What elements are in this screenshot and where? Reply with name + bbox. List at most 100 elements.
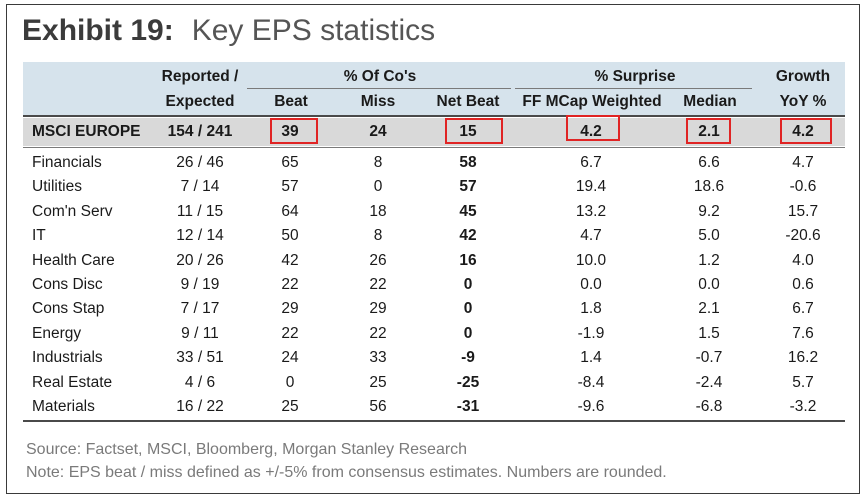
cell-reported: 12 / 14: [176, 227, 224, 245]
cell-name: Com'n Serv: [32, 202, 113, 220]
cell-growth: -0.6: [789, 178, 817, 196]
exhibit-number: Exhibit 19:: [22, 14, 174, 47]
cell-miss: 26: [369, 251, 387, 269]
cell-name: Energy: [32, 324, 82, 342]
cell-name: Cons Disc: [32, 276, 103, 293]
cell-growth: 6.7: [792, 300, 814, 318]
cell-ff-mcap: 1.8: [580, 300, 602, 318]
cell-beat: 22: [281, 324, 299, 342]
cell-miss: 18: [369, 202, 387, 220]
cell-ff-mcap: -9.6: [577, 398, 605, 415]
cell-growth: 15.7: [787, 202, 819, 220]
cell-reported: 4 / 6: [184, 373, 216, 391]
exhibit-heading: Key EPS statistics: [191, 14, 436, 47]
cell-beat: 29: [281, 300, 299, 318]
cell-beat: 42: [281, 251, 299, 269]
cell-beat: 64: [281, 202, 299, 220]
cell-reported: 20 / 26: [176, 251, 224, 269]
cell-median: 1.2: [698, 251, 720, 269]
header-surprise: % Surprise: [594, 68, 676, 85]
cell-growth: 7.6: [792, 324, 814, 342]
cell-miss: 22: [369, 276, 387, 293]
cell-reported: 9 / 11: [181, 324, 219, 342]
cell-ff-mcap: 0.0: [580, 276, 602, 293]
cell-median: 2.1: [698, 300, 720, 318]
cell-net-beat: -9: [461, 349, 475, 367]
header-net-beat: Net Beat: [436, 93, 500, 110]
cell-name: Materials: [32, 398, 95, 415]
cell-name: Health Care: [32, 251, 115, 269]
exhibit-title: Exhibit 19: Key EPS statistics: [22, 14, 435, 48]
cell-ff-mcap: 13.2: [575, 202, 607, 220]
summary-growth: 4.2: [792, 123, 814, 140]
highlight-box-beat: [270, 118, 318, 144]
cell-growth: 0.6: [792, 276, 814, 293]
header-expected: Expected: [165, 93, 235, 110]
cell-median: -0.7: [695, 349, 723, 367]
header-miss: Miss: [360, 93, 396, 110]
cell-miss: 29: [369, 300, 387, 318]
cell-median: 5.0: [698, 227, 720, 245]
cell-name: Real Estate: [32, 373, 113, 391]
header-bottom-rule: [23, 115, 845, 117]
cell-name: IT: [32, 227, 46, 245]
summary-ff-mcap: 4.2: [580, 123, 602, 140]
header-ff-mcap: FF MCap Weighted: [522, 93, 662, 110]
cell-beat: 50: [281, 227, 299, 245]
cell-reported: 26 / 46: [176, 154, 224, 171]
cell-growth: 5.7: [792, 373, 814, 391]
cell-ff-mcap: 1.4: [580, 349, 602, 367]
cell-net-beat: -31: [456, 398, 480, 415]
cell-net-beat: 0: [463, 300, 473, 318]
source-note: Source: Factset, MSCI, Bloomberg, Morgan…: [26, 441, 468, 458]
cell-reported: 11 / 15: [176, 202, 224, 220]
cell-beat: 22: [281, 276, 299, 293]
cell-median: 1.5: [698, 324, 720, 342]
cell-ff-mcap: -8.4: [577, 373, 605, 391]
cell-median: -2.4: [695, 373, 723, 391]
cell-beat: 25: [281, 398, 299, 415]
cell-name: Utilities: [32, 178, 82, 196]
summary-miss: 24: [369, 123, 387, 140]
header-pct-cos: % Of Co's: [343, 68, 417, 85]
cell-net-beat: 0: [463, 324, 473, 342]
cell-median: 9.2: [698, 202, 720, 220]
highlight-box-median: [686, 118, 731, 144]
cell-ff-mcap: 4.7: [580, 227, 602, 245]
cell-miss: 8: [373, 227, 383, 245]
cell-growth: 4.7: [792, 154, 814, 171]
summary-beat: 39: [281, 123, 299, 140]
cell-net-beat: 58: [459, 154, 477, 171]
header-beat: Beat: [274, 93, 308, 110]
cell-median: 6.6: [698, 154, 720, 171]
cell-reported: 7 / 14: [180, 178, 220, 196]
cell-beat: 24: [281, 349, 299, 367]
cell-miss: 33: [369, 349, 387, 367]
cell-net-beat: 0: [463, 276, 473, 293]
cell-net-beat: 45: [459, 202, 477, 220]
cell-median: 18.6: [693, 178, 725, 196]
cell-growth: 4.0: [792, 251, 814, 269]
cell-reported: 16 / 22: [176, 398, 224, 415]
highlight-box-ff-mcap: [566, 115, 620, 141]
summary-name: MSCI EUROPE: [32, 123, 141, 140]
cell-net-beat: 57: [459, 178, 477, 196]
header-yoy: YoY %: [779, 93, 827, 110]
cell-miss: 25: [369, 373, 387, 391]
summary-bottom-rule: [23, 147, 845, 148]
cell-reported: 7 / 17: [180, 300, 220, 318]
header-reported: Reported /: [161, 68, 239, 85]
header-median: Median: [683, 93, 737, 110]
cell-ff-mcap: 6.7: [580, 154, 602, 171]
cell-miss: 22: [369, 324, 387, 342]
cell-beat: 57: [281, 178, 299, 196]
cell-growth: -3.2: [789, 398, 817, 415]
definition-note: Note: EPS beat / miss defined as +/-5% f…: [26, 464, 667, 481]
cell-ff-mcap: -1.9: [577, 324, 605, 342]
cell-net-beat: 42: [459, 227, 477, 245]
header-pct-cos-rule: [247, 88, 511, 89]
footer: Source: Factset, MSCI, Bloomberg, Morgan…: [26, 438, 667, 484]
cell-growth: -20.6: [785, 227, 821, 245]
cell-growth: 16.2: [787, 349, 819, 367]
cell-name: Cons Stap: [32, 300, 105, 318]
